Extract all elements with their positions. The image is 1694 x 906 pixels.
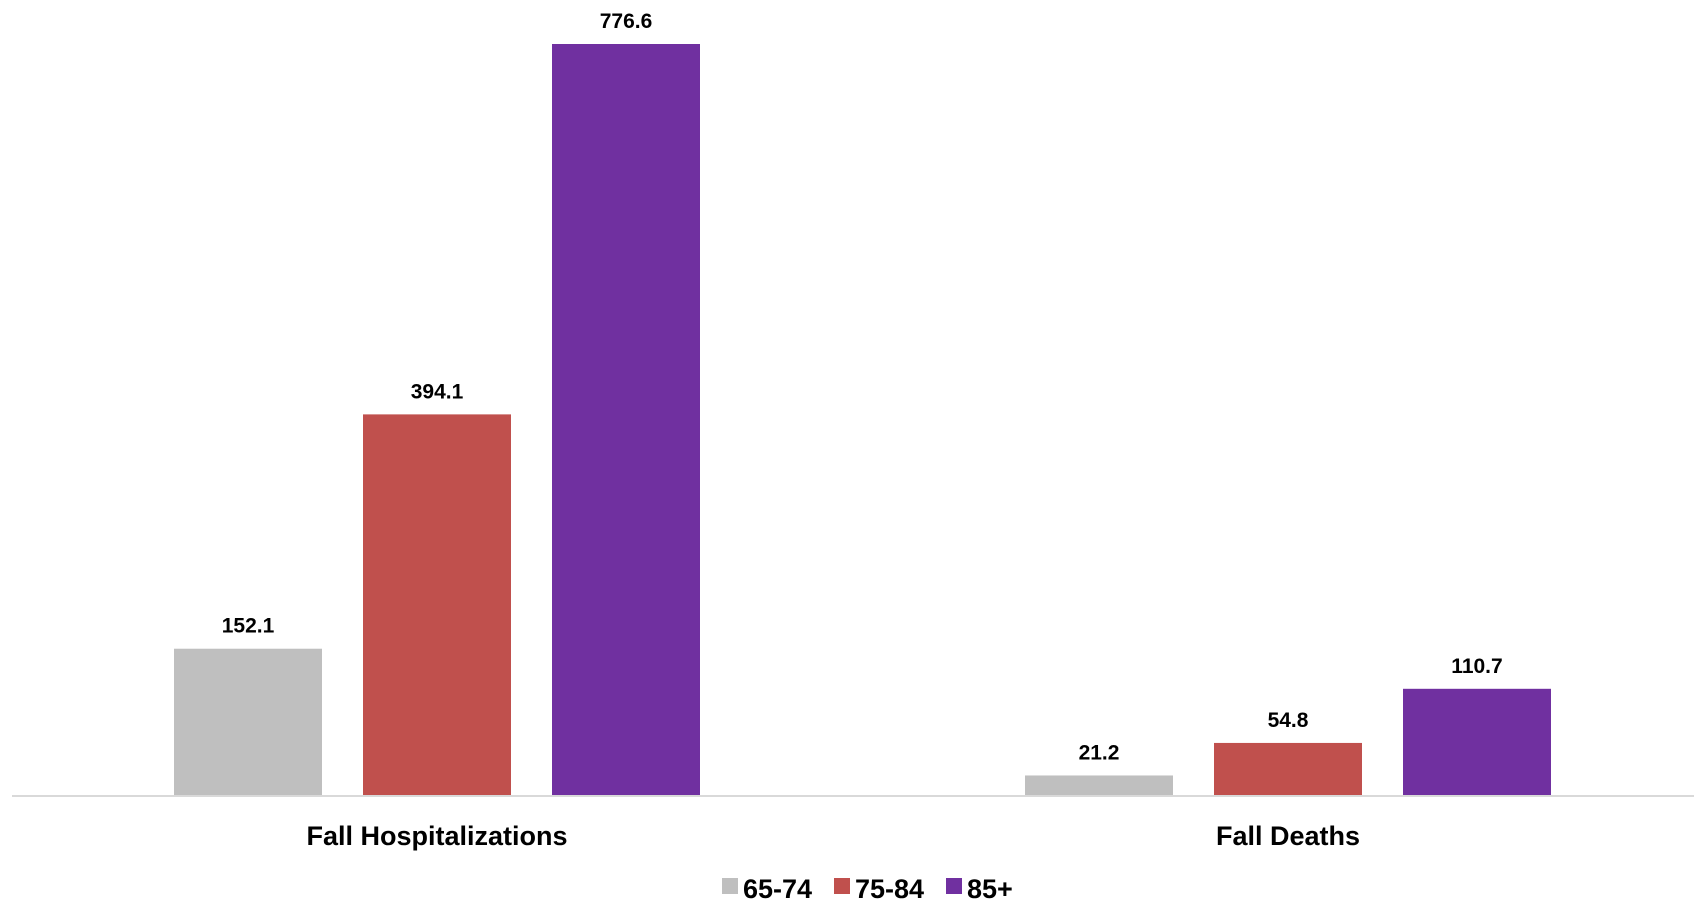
legend-label-6574: 65-74	[743, 874, 812, 904]
legend: 65-74 75-84 85+	[722, 874, 1013, 904]
category-label-fall-deaths: Fall Deaths	[1216, 821, 1360, 851]
legend-label-7584: 75-84	[855, 874, 924, 904]
legend-swatch-6574	[722, 878, 738, 894]
bar-6574-hospitalizations	[174, 648, 322, 796]
data-label-6574-hospitalizations: 152.1	[222, 615, 275, 638]
bar-85-deaths	[1403, 688, 1551, 796]
legend-swatch-7584	[834, 878, 850, 894]
bar-7584-deaths	[1214, 742, 1362, 796]
legend-swatch-85	[946, 878, 962, 894]
data-label-85-hospitalizations: 776.6	[600, 10, 653, 33]
category-label-fall-hospitalizations: Fall Hospitalizations	[306, 821, 567, 851]
data-label-7584-hospitalizations: 394.1	[411, 380, 464, 403]
data-labels-layer: 152.1 394.1 776.6 21.2 54.8 110.7	[222, 10, 1503, 764]
bars-layer	[174, 44, 1551, 796]
bar-6574-deaths	[1025, 775, 1173, 796]
category-labels-layer: Fall Hospitalizations Fall Deaths	[306, 821, 1360, 851]
bar-85-hospitalizations	[552, 44, 700, 796]
data-label-6574-deaths: 21.2	[1079, 741, 1120, 764]
bar-7584-hospitalizations	[363, 414, 511, 796]
legend-label-85: 85+	[967, 874, 1013, 904]
data-label-7584-deaths: 54.8	[1268, 709, 1309, 732]
data-label-85-deaths: 110.7	[1451, 655, 1502, 678]
